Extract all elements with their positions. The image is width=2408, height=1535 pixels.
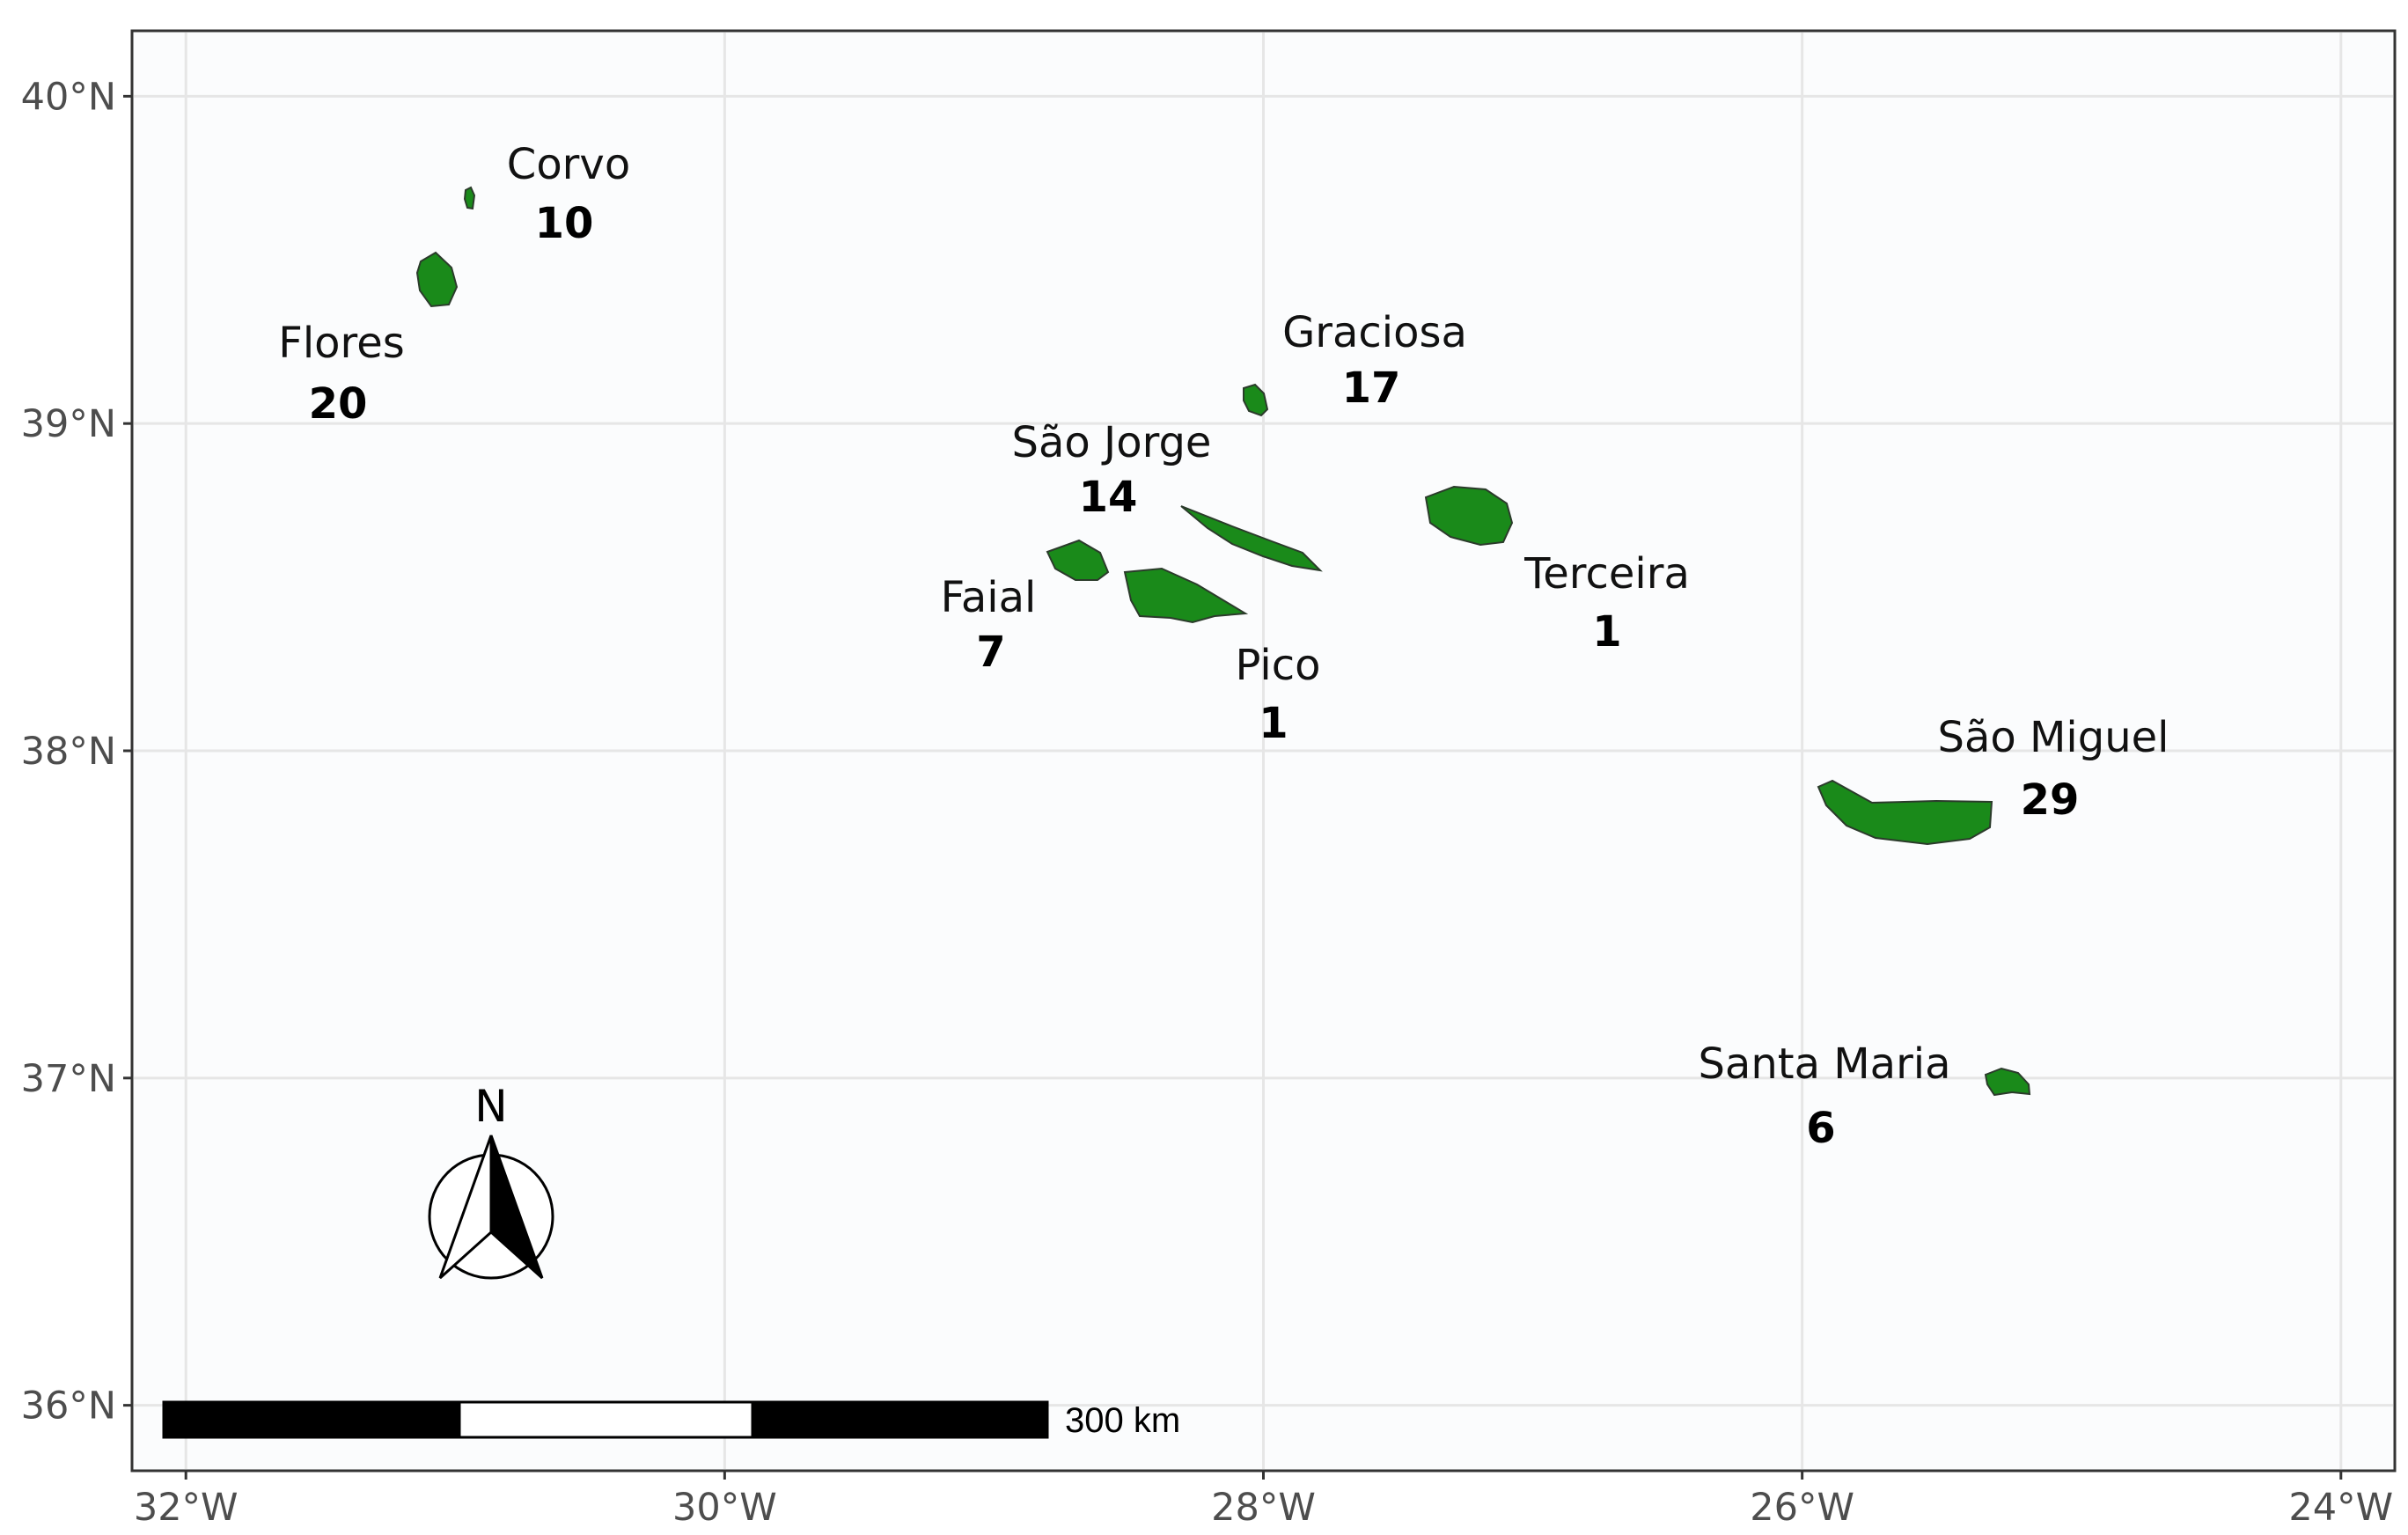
scale-segment-1 (162, 1400, 461, 1439)
x-tick-label: 24°W (2288, 1486, 2393, 1530)
island-shape-sao-miguel (1817, 779, 1993, 846)
island-count-santa-maria: 6 (1806, 1104, 1835, 1153)
island-name-sao-miguel: São Miguel (1937, 713, 2169, 762)
scale-bar: 300 km (162, 1400, 1180, 1440)
island-count-sao-miguel: 29 (2021, 775, 2080, 825)
island-name-terceira: Terceira (1523, 549, 1690, 599)
island-name-corvo: Corvo (507, 140, 630, 189)
island-labels: Corvo 10 Flores 20 Graciosa 17 São Jorge… (278, 140, 2169, 1153)
y-tick-label: 36°N (21, 1384, 116, 1429)
island-name-sao-jorge: São Jorge (1012, 418, 1212, 467)
island-name-graciosa: Graciosa (1282, 308, 1467, 357)
island-count-flores: 20 (309, 379, 368, 429)
scale-segment-2 (458, 1400, 754, 1439)
y-tick-label: 39°N (21, 402, 116, 446)
x-tick-label: 28°W (1211, 1486, 1316, 1530)
y-tick-label: 40°N (21, 75, 116, 119)
island-shape-terceira (1424, 485, 1514, 547)
x-tick-label: 26°W (1750, 1486, 1854, 1530)
y-tick-label: 37°N (21, 1057, 116, 1101)
island-name-santa-maria: Santa Maria (1698, 1039, 1950, 1089)
island-count-pico: 1 (1259, 699, 1288, 748)
island-count-corvo: 10 (535, 199, 594, 248)
island-shape-santa-maria (1984, 1067, 2031, 1097)
x-tick-label: 30°W (672, 1486, 777, 1530)
island-name-pico: Pico (1236, 641, 1321, 690)
axis-ticks: 32°W 30°W 28°W 26°W 24°W 40°N 39°N 38°N 37°N 36°N (21, 75, 2394, 1530)
north-arrow: N (428, 1081, 554, 1280)
scale-segment-3 (751, 1400, 1049, 1439)
island-count-faial: 7 (976, 628, 1005, 677)
island-shape-faial (1046, 539, 1110, 581)
north-label: N (474, 1081, 507, 1132)
island-shape-sao-jorge (1180, 505, 1323, 572)
island-count-graciosa: 17 (1342, 364, 1401, 413)
island-count-terceira: 1 (1592, 607, 1621, 657)
islands (415, 186, 2031, 1097)
scale-label: 300 km (1065, 1401, 1180, 1440)
island-count-sao-jorge: 14 (1079, 473, 1138, 522)
island-name-faial: Faial (941, 573, 1037, 622)
island-shape-graciosa (1243, 383, 1269, 417)
y-tick-label: 38°N (21, 730, 116, 774)
island-shape-pico (1123, 567, 1249, 624)
island-shape-flores (415, 251, 459, 308)
island-shape-corvo (463, 186, 476, 210)
x-tick-label: 32°W (134, 1486, 239, 1530)
island-name-flores: Flores (278, 319, 405, 368)
north-arrow-right-half (489, 1135, 544, 1280)
